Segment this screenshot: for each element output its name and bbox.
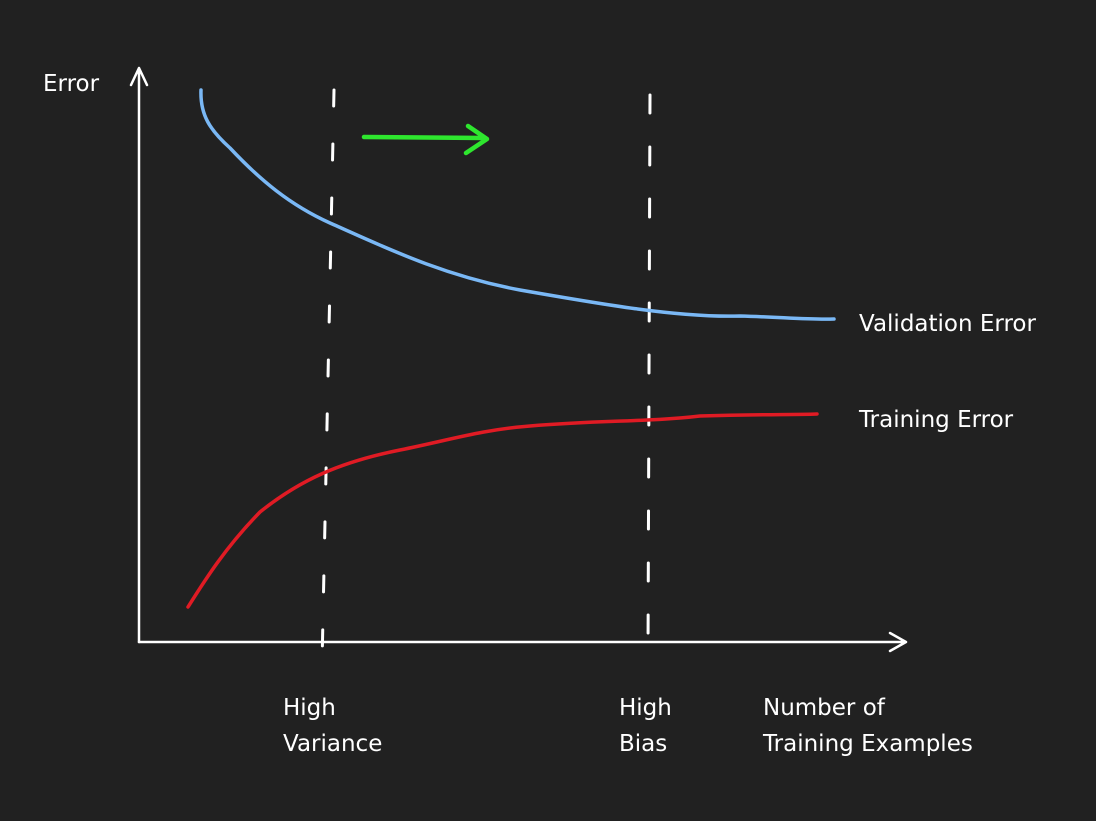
y-axis — [129, 66, 149, 644]
validation-error-curve — [199, 88, 836, 321]
high-bias-label-line1: High — [619, 695, 672, 721]
training-error-label: Training Error — [859, 407, 1014, 433]
x-axis-label-line1: Number of — [763, 695, 885, 721]
x-axis — [137, 631, 908, 653]
high-variance-label: High Variance — [283, 690, 382, 762]
y-axis-label: Error — [43, 71, 100, 97]
high-bias-label: High Bias — [619, 690, 672, 762]
x-axis-label: Number of Training Examples — [763, 690, 973, 762]
high-variance-label-line2: Variance — [283, 731, 383, 757]
high-variance-label-line1: High — [283, 695, 336, 721]
high-variance-divider — [320, 88, 336, 667]
x-axis-label-line2: Training Examples — [763, 731, 973, 757]
direction-arrow — [361, 123, 490, 156]
high-bias-divider — [646, 93, 652, 657]
training-error-curve — [186, 412, 819, 609]
high-bias-label-line2: Bias — [619, 731, 668, 757]
validation-error-label: Validation Error — [859, 311, 1036, 337]
